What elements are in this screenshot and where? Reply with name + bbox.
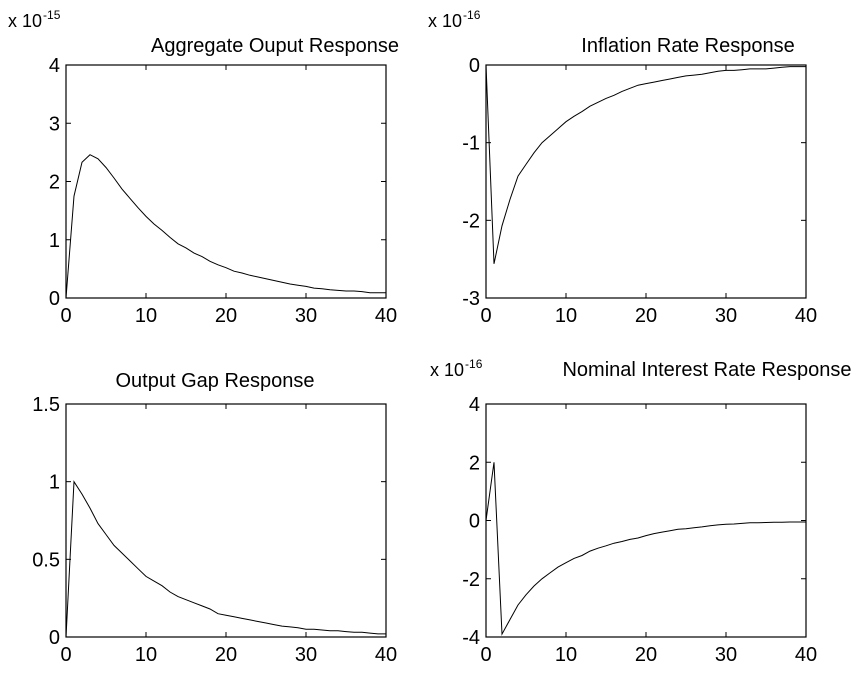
axis-exponent-sup: -15 [43, 8, 61, 22]
y-tick-label: 4 [469, 394, 480, 416]
y-tick-label: 1 [49, 472, 60, 494]
x-tick-label: 10 [555, 305, 577, 327]
subplot-4: 0 10 20 30 40 -4 -2 0 2 4 Nominal Interest Rate Re… [430, 357, 852, 666]
subplot-title: Inflation Rate Response [581, 35, 794, 57]
x-tick-label: 40 [375, 305, 397, 327]
subplot-3: 0 10 20 30 40 0 0.5 1 1.5 Output Gap Response [32, 370, 397, 666]
y-tick-label: -3 [462, 288, 480, 310]
series-line [65, 480, 386, 638]
y-tick-label: 3 [49, 113, 60, 135]
x-tick-label: 20 [635, 305, 657, 327]
axes-box [485, 64, 807, 299]
x-tick-label: 30 [715, 644, 737, 666]
subplot-2: 0 10 20 30 40 -3 -2 -1 0 Inflation Rate Response x… [428, 8, 817, 327]
axes-box [65, 64, 387, 299]
y-tick-label: 1 [49, 230, 60, 252]
y-tick-label: -2 [462, 210, 480, 232]
y-tick-label: 4 [49, 55, 60, 77]
series-line [485, 462, 806, 636]
axis-exponent: x 10 [428, 11, 462, 31]
y-tick-label: 1.5 [32, 394, 60, 416]
x-tick-label: 0 [480, 305, 491, 327]
axis-exponent-sup: -16 [463, 8, 481, 22]
x-tick-label: 10 [135, 644, 157, 666]
axis-exponent-sup: -16 [465, 357, 483, 371]
x-tick-label: 40 [795, 305, 817, 327]
y-tick-label: 0 [49, 627, 60, 649]
y-tick-label: 0.5 [32, 549, 60, 571]
subplot-title: Output Gap Response [115, 370, 314, 392]
x-tick-label: 40 [375, 644, 397, 666]
x-tick-label: 30 [295, 644, 317, 666]
x-tick-label: 20 [635, 644, 657, 666]
series-line [65, 154, 386, 299]
subplot-1: 0 10 20 30 40 0 1 2 3 4 Aggregate Ouput Response x … [8, 8, 399, 327]
x-tick-label: 0 [60, 305, 71, 327]
y-tick-label: -1 [462, 133, 480, 155]
x-tick-label: 10 [135, 305, 157, 327]
y-tick-label: 0 [469, 511, 480, 533]
axis-exponent: x 10 [8, 11, 42, 31]
x-tick-label: 20 [215, 305, 237, 327]
y-tick-label: -2 [462, 569, 480, 591]
y-tick-label: -4 [462, 627, 480, 649]
x-tick-label: 10 [555, 644, 577, 666]
y-tick-label: 2 [49, 172, 60, 194]
y-tick-label: 0 [49, 288, 60, 310]
axes-box [485, 403, 807, 638]
subplot-title: Nominal Interest Rate Response [562, 359, 851, 381]
axis-exponent: x 10 [430, 360, 464, 380]
axes-box [65, 403, 387, 638]
series-line [485, 64, 806, 264]
y-tick-label: 0 [469, 55, 480, 77]
x-tick-label: 40 [795, 644, 817, 666]
subplot-title: Aggregate Ouput Response [151, 35, 399, 57]
x-tick-label: 20 [215, 644, 237, 666]
x-tick-label: 30 [715, 305, 737, 327]
y-tick-label: 2 [469, 452, 480, 474]
x-tick-label: 30 [295, 305, 317, 327]
x-tick-label: 0 [60, 644, 71, 666]
x-tick-label: 0 [480, 644, 491, 666]
